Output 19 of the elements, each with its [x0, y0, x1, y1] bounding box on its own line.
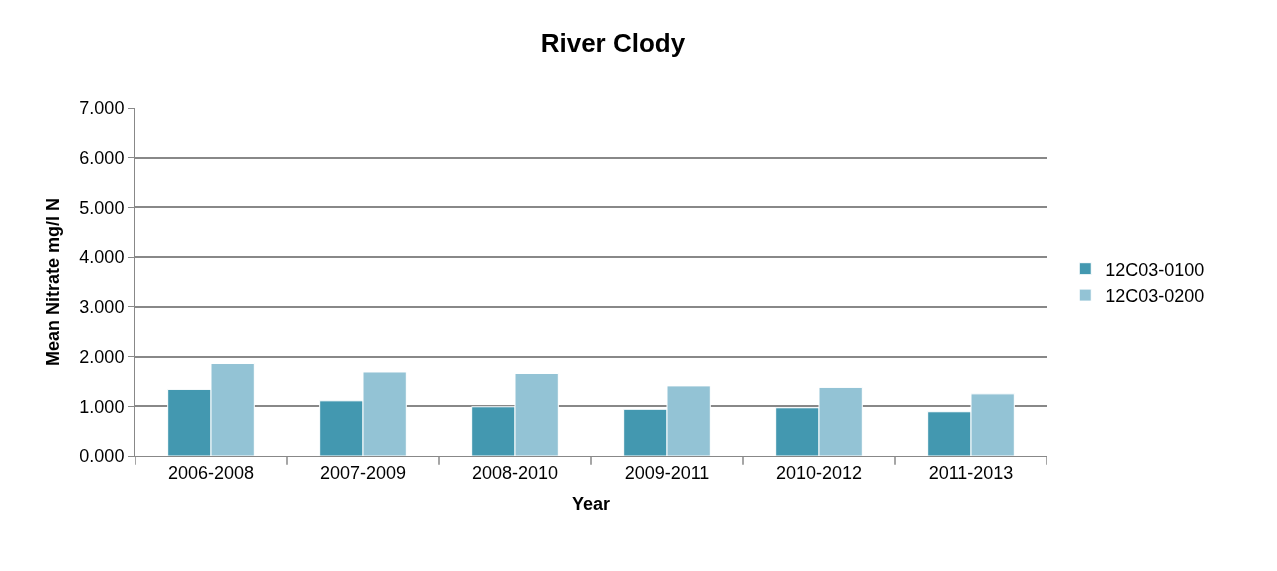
y-tick-label: 6.000 [79, 148, 125, 169]
x-tick-label: 2007-2009 [319, 462, 407, 483]
chart-title: River Clody [540, 28, 686, 59]
x-tick-label: 2006-2008 [167, 462, 255, 483]
y-tick-label: 0.000 [79, 446, 125, 467]
x-tick-label: 2010-2012 [775, 462, 863, 483]
y-tick-label: 5.000 [79, 197, 125, 218]
y-tick-label: 2.000 [79, 346, 125, 367]
y-tick-label: 4.000 [79, 247, 125, 268]
x-tick-label: 2009-2011 [624, 462, 710, 483]
legend-label: 12C03-0200 [1105, 286, 1205, 307]
y-axis-title: Mean Nitrate mg/l N [42, 197, 63, 367]
legend-label: 12C03-0100 [1105, 259, 1205, 280]
x-tick-label: 2008-2010 [471, 462, 559, 483]
y-tick-label: 1.000 [79, 396, 125, 417]
y-tick-label: 7.000 [79, 98, 125, 119]
y-tick-label: 3.000 [79, 297, 125, 318]
x-tick-label: 2011-2013 [928, 462, 1014, 483]
x-axis-title: Year [571, 493, 611, 514]
